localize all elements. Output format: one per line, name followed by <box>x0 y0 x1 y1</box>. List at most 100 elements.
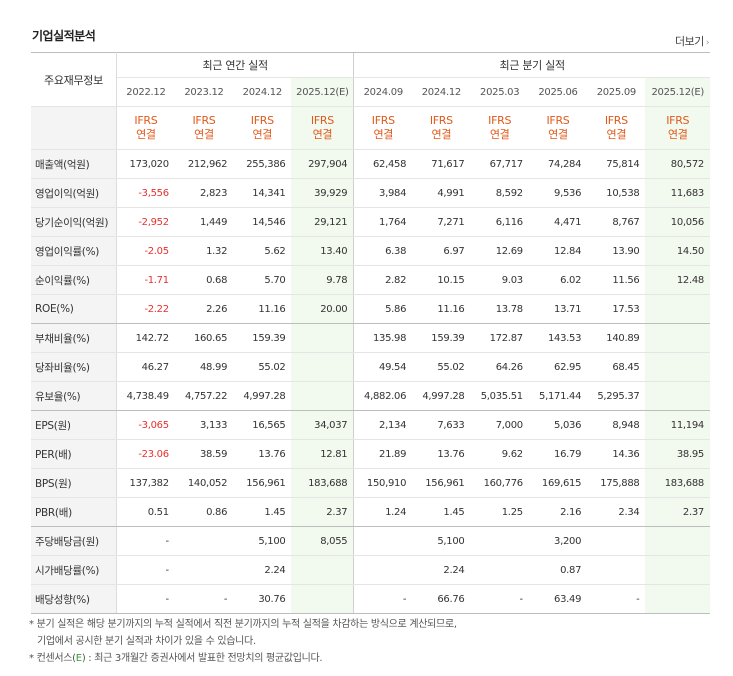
value-cell: - <box>353 584 413 614</box>
table-row: ROE(%) -2.22 2.26 11.16 20.00 5.86 11.16 13.78 1… <box>31 294 710 324</box>
value-cell <box>645 584 710 614</box>
value-cell <box>645 323 710 353</box>
value-cell: 2.16 <box>528 497 588 527</box>
value-cell: -2,952 <box>116 207 175 237</box>
footnote-2: * 컨센서스(E) : 최근 3개월간 증권사에서 발표한 전망치의 평균값입니… <box>29 650 457 667</box>
value-cell: 8,592 <box>470 178 529 208</box>
value-cell: 5.86 <box>353 294 413 324</box>
more-link[interactable]: 더보기 › <box>675 33 710 49</box>
value-cell: 5,100 <box>412 526 471 556</box>
value-cell: 34,037 <box>291 410 354 440</box>
value-cell: -23.06 <box>116 439 175 469</box>
value-cell: 5,035.51 <box>470 381 529 411</box>
value-cell: 67,717 <box>470 149 529 179</box>
period-header: 2025.12(E) <box>291 77 354 107</box>
value-cell: 30.76 <box>233 584 292 614</box>
value-cell: 9.78 <box>291 265 354 295</box>
value-cell: 4,757.22 <box>174 381 234 411</box>
period-header: 2024.09 <box>353 77 413 107</box>
value-cell: 66.76 <box>412 584 471 614</box>
value-cell: 3,984 <box>353 178 413 208</box>
value-cell: 183,688 <box>291 468 354 498</box>
value-cell: 4,738.49 <box>116 381 175 411</box>
value-cell: 0.68 <box>174 265 234 295</box>
basis-bottom: 연결 <box>136 128 156 141</box>
financial-table: 주요재무정보 최근 연간 실적 최근 분기 실적 2022.12 2023.12 2… <box>31 52 710 614</box>
value-cell: 2.34 <box>587 497 646 527</box>
value-cell: 5,100 <box>233 526 292 556</box>
row-label: 시가배당률(%) <box>31 555 117 585</box>
value-cell: 140.89 <box>587 323 646 353</box>
basis-top: IFRS <box>488 114 512 127</box>
value-cell <box>174 555 234 585</box>
value-cell: 10,538 <box>587 178 646 208</box>
basis-bottom: 연결 <box>312 128 333 141</box>
value-cell: 62.95 <box>528 352 588 382</box>
value-cell: 0.86 <box>174 497 234 527</box>
value-cell: - <box>174 584 234 614</box>
value-cell <box>645 294 710 324</box>
value-cell: 46.27 <box>116 352 175 382</box>
value-cell: 1.25 <box>470 497 529 527</box>
basis-bottom: 연결 <box>489 128 510 141</box>
group-annual-header: 최근 연간 실적 <box>116 52 354 78</box>
value-cell: 63.49 <box>528 584 588 614</box>
value-cell: 5,036 <box>528 410 588 440</box>
table-row: EPS(원) -3,065 3,133 16,565 34,037 2,134 7,633 7… <box>31 410 710 440</box>
value-cell: 55.02 <box>412 352 471 382</box>
basis-header: IFRS 연결 <box>353 106 413 150</box>
value-cell: 11.56 <box>587 265 646 295</box>
value-cell: 16,565 <box>233 410 292 440</box>
value-cell: 160.65 <box>174 323 234 353</box>
value-cell <box>291 323 354 353</box>
value-cell: 17.53 <box>587 294 646 324</box>
row-label: 주당배당금(원) <box>31 526 117 556</box>
period-header: 2023.12 <box>174 77 234 107</box>
value-cell: 2.37 <box>645 497 710 527</box>
value-cell <box>645 526 710 556</box>
table-row: 순이익률(%) -1.71 0.68 5.70 9.78 2.82 10.15 9.03 6.0… <box>31 265 710 295</box>
value-cell <box>291 584 354 614</box>
basis-bottom: 연결 <box>606 128 627 141</box>
row-label: 배당성향(%) <box>31 584 117 614</box>
basis-top: IFRS <box>250 114 274 127</box>
value-cell: 68.45 <box>587 352 646 382</box>
row-label: 매출액(억원) <box>31 149 117 179</box>
value-cell: 80,572 <box>645 149 710 179</box>
value-cell: 2.24 <box>233 555 292 585</box>
basis-header: IFRS 연결 <box>587 106 646 150</box>
basis-bottom: 연결 <box>373 128 394 141</box>
value-cell <box>291 352 354 382</box>
basis-bottom: 연결 <box>667 128 688 141</box>
value-cell: 14,341 <box>233 178 292 208</box>
value-cell: 14.36 <box>587 439 646 469</box>
basis-top: IFRS <box>310 114 334 127</box>
value-cell: 159.39 <box>412 323 471 353</box>
table-row: 당좌비율(%) 46.27 48.99 55.02 49.54 55.02 64.26 62.… <box>31 352 710 382</box>
row-header-cell: 주요재무정보 <box>31 52 117 107</box>
value-cell: 4,471 <box>528 207 588 237</box>
value-cell: 14.50 <box>645 236 710 266</box>
value-cell: 75,814 <box>587 149 646 179</box>
value-cell: 48.99 <box>174 352 234 382</box>
table-row: PER(배) -23.06 38.59 13.76 12.81 21.89 13.76 9.6… <box>31 439 710 469</box>
value-cell <box>645 555 710 585</box>
value-cell: - <box>116 526 175 556</box>
value-cell: 39,929 <box>291 178 354 208</box>
value-cell: 6.97 <box>412 236 471 266</box>
value-cell: 7,271 <box>412 207 471 237</box>
table-row: 영업이익(억원) -3,556 2,823 14,341 39,929 3,984 4,99… <box>31 178 710 208</box>
basis-top: IFRS <box>666 114 690 127</box>
more-label[interactable]: 더보기 <box>675 35 704 48</box>
value-cell: 137,382 <box>116 468 175 498</box>
period-header: 2025.06 <box>528 77 588 107</box>
value-cell: 4,991 <box>412 178 471 208</box>
period-header: 2025.12(E) <box>645 77 710 107</box>
value-cell: 21.89 <box>353 439 413 469</box>
value-cell: 2.26 <box>174 294 234 324</box>
value-cell: 169,615 <box>528 468 588 498</box>
value-cell: 159.39 <box>233 323 292 353</box>
row-label: PBR(배) <box>31 497 117 527</box>
value-cell: - <box>587 584 646 614</box>
value-cell: 7,633 <box>412 410 471 440</box>
